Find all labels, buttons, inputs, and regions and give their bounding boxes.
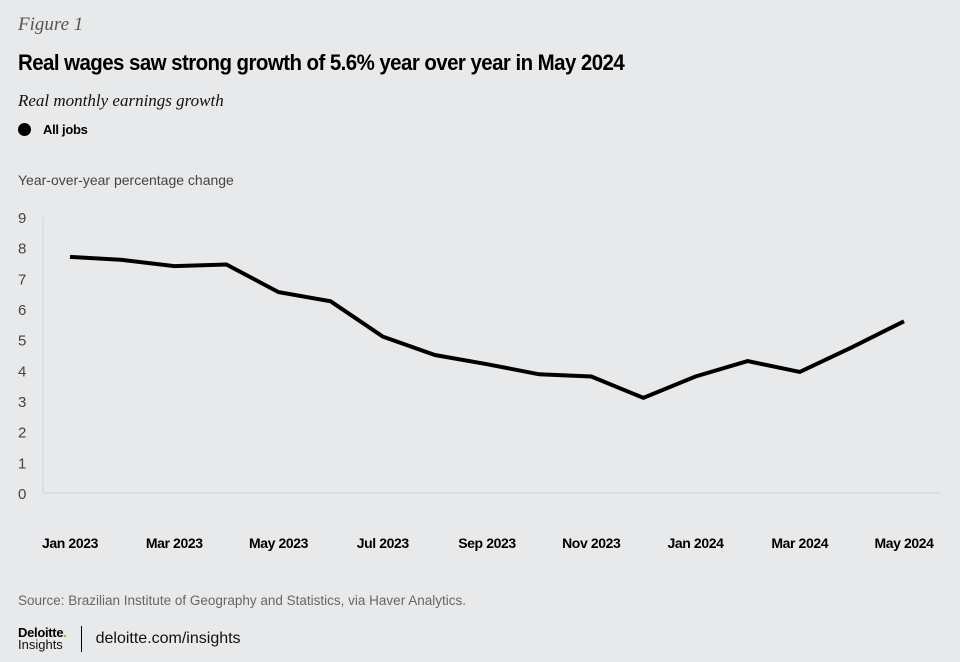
y-tick-label: 8 bbox=[18, 241, 26, 258]
legend-marker-icon bbox=[18, 123, 31, 136]
source-note: Source: Brazilian Institute of Geography… bbox=[18, 593, 466, 608]
y-tick-label: 2 bbox=[18, 425, 26, 442]
footer-divider bbox=[80, 626, 82, 652]
legend: All jobs bbox=[18, 122, 88, 137]
footer: Deloitte. Insights deloitte.com/insights bbox=[18, 626, 241, 652]
chart-title: Real wages saw strong growth of 5.6% yea… bbox=[18, 50, 625, 75]
x-tick-label: Nov 2023 bbox=[562, 535, 621, 551]
y-tick-label: 6 bbox=[18, 302, 26, 319]
logo-wordmark: Deloitte bbox=[18, 625, 64, 640]
x-axis-ticks: Jan 2023 Mar 2023 May 2023 Jul 2023 Sep 2023… bbox=[42, 535, 935, 551]
y-tick-label: 1 bbox=[18, 455, 26, 472]
series-line-all-jobs bbox=[69, 254, 905, 401]
x-tick-label: Sep 2023 bbox=[458, 535, 516, 551]
logo-dot: . bbox=[63, 625, 67, 640]
y-tick-label: 7 bbox=[18, 271, 26, 288]
x-tick-label: Mar 2024 bbox=[771, 535, 828, 551]
chart-subtitle: Real monthly earnings growth bbox=[18, 91, 224, 110]
series-group bbox=[69, 254, 905, 401]
y-tick-label: 5 bbox=[18, 333, 26, 350]
x-tick-label: May 2023 bbox=[249, 535, 309, 551]
y-axis-title: Year-over-year percentage change bbox=[18, 172, 234, 188]
y-tick-label: 9 bbox=[18, 210, 26, 227]
x-tick-label: May 2024 bbox=[874, 535, 934, 551]
y-tick-label: 0 bbox=[18, 486, 26, 503]
logo-subtitle: Insights bbox=[18, 637, 63, 652]
y-tick-label: 3 bbox=[18, 394, 26, 411]
deloitte-insights-link[interactable]: deloitte.com/insights bbox=[95, 630, 241, 647]
x-tick-label: Mar 2023 bbox=[146, 535, 203, 551]
x-tick-label: Jan 2024 bbox=[668, 535, 725, 551]
y-axis-ticks: 0 1 2 3 4 5 6 7 8 9 bbox=[18, 210, 26, 503]
x-tick-label: Jul 2023 bbox=[357, 535, 410, 551]
y-tick-label: 4 bbox=[18, 363, 26, 380]
figure-label: Figure 1 bbox=[18, 14, 84, 35]
x-tick-label: Jan 2023 bbox=[42, 535, 99, 551]
deloitte-insights-logo: Deloitte. Insights bbox=[18, 625, 67, 652]
legend-label: All jobs bbox=[43, 122, 88, 137]
